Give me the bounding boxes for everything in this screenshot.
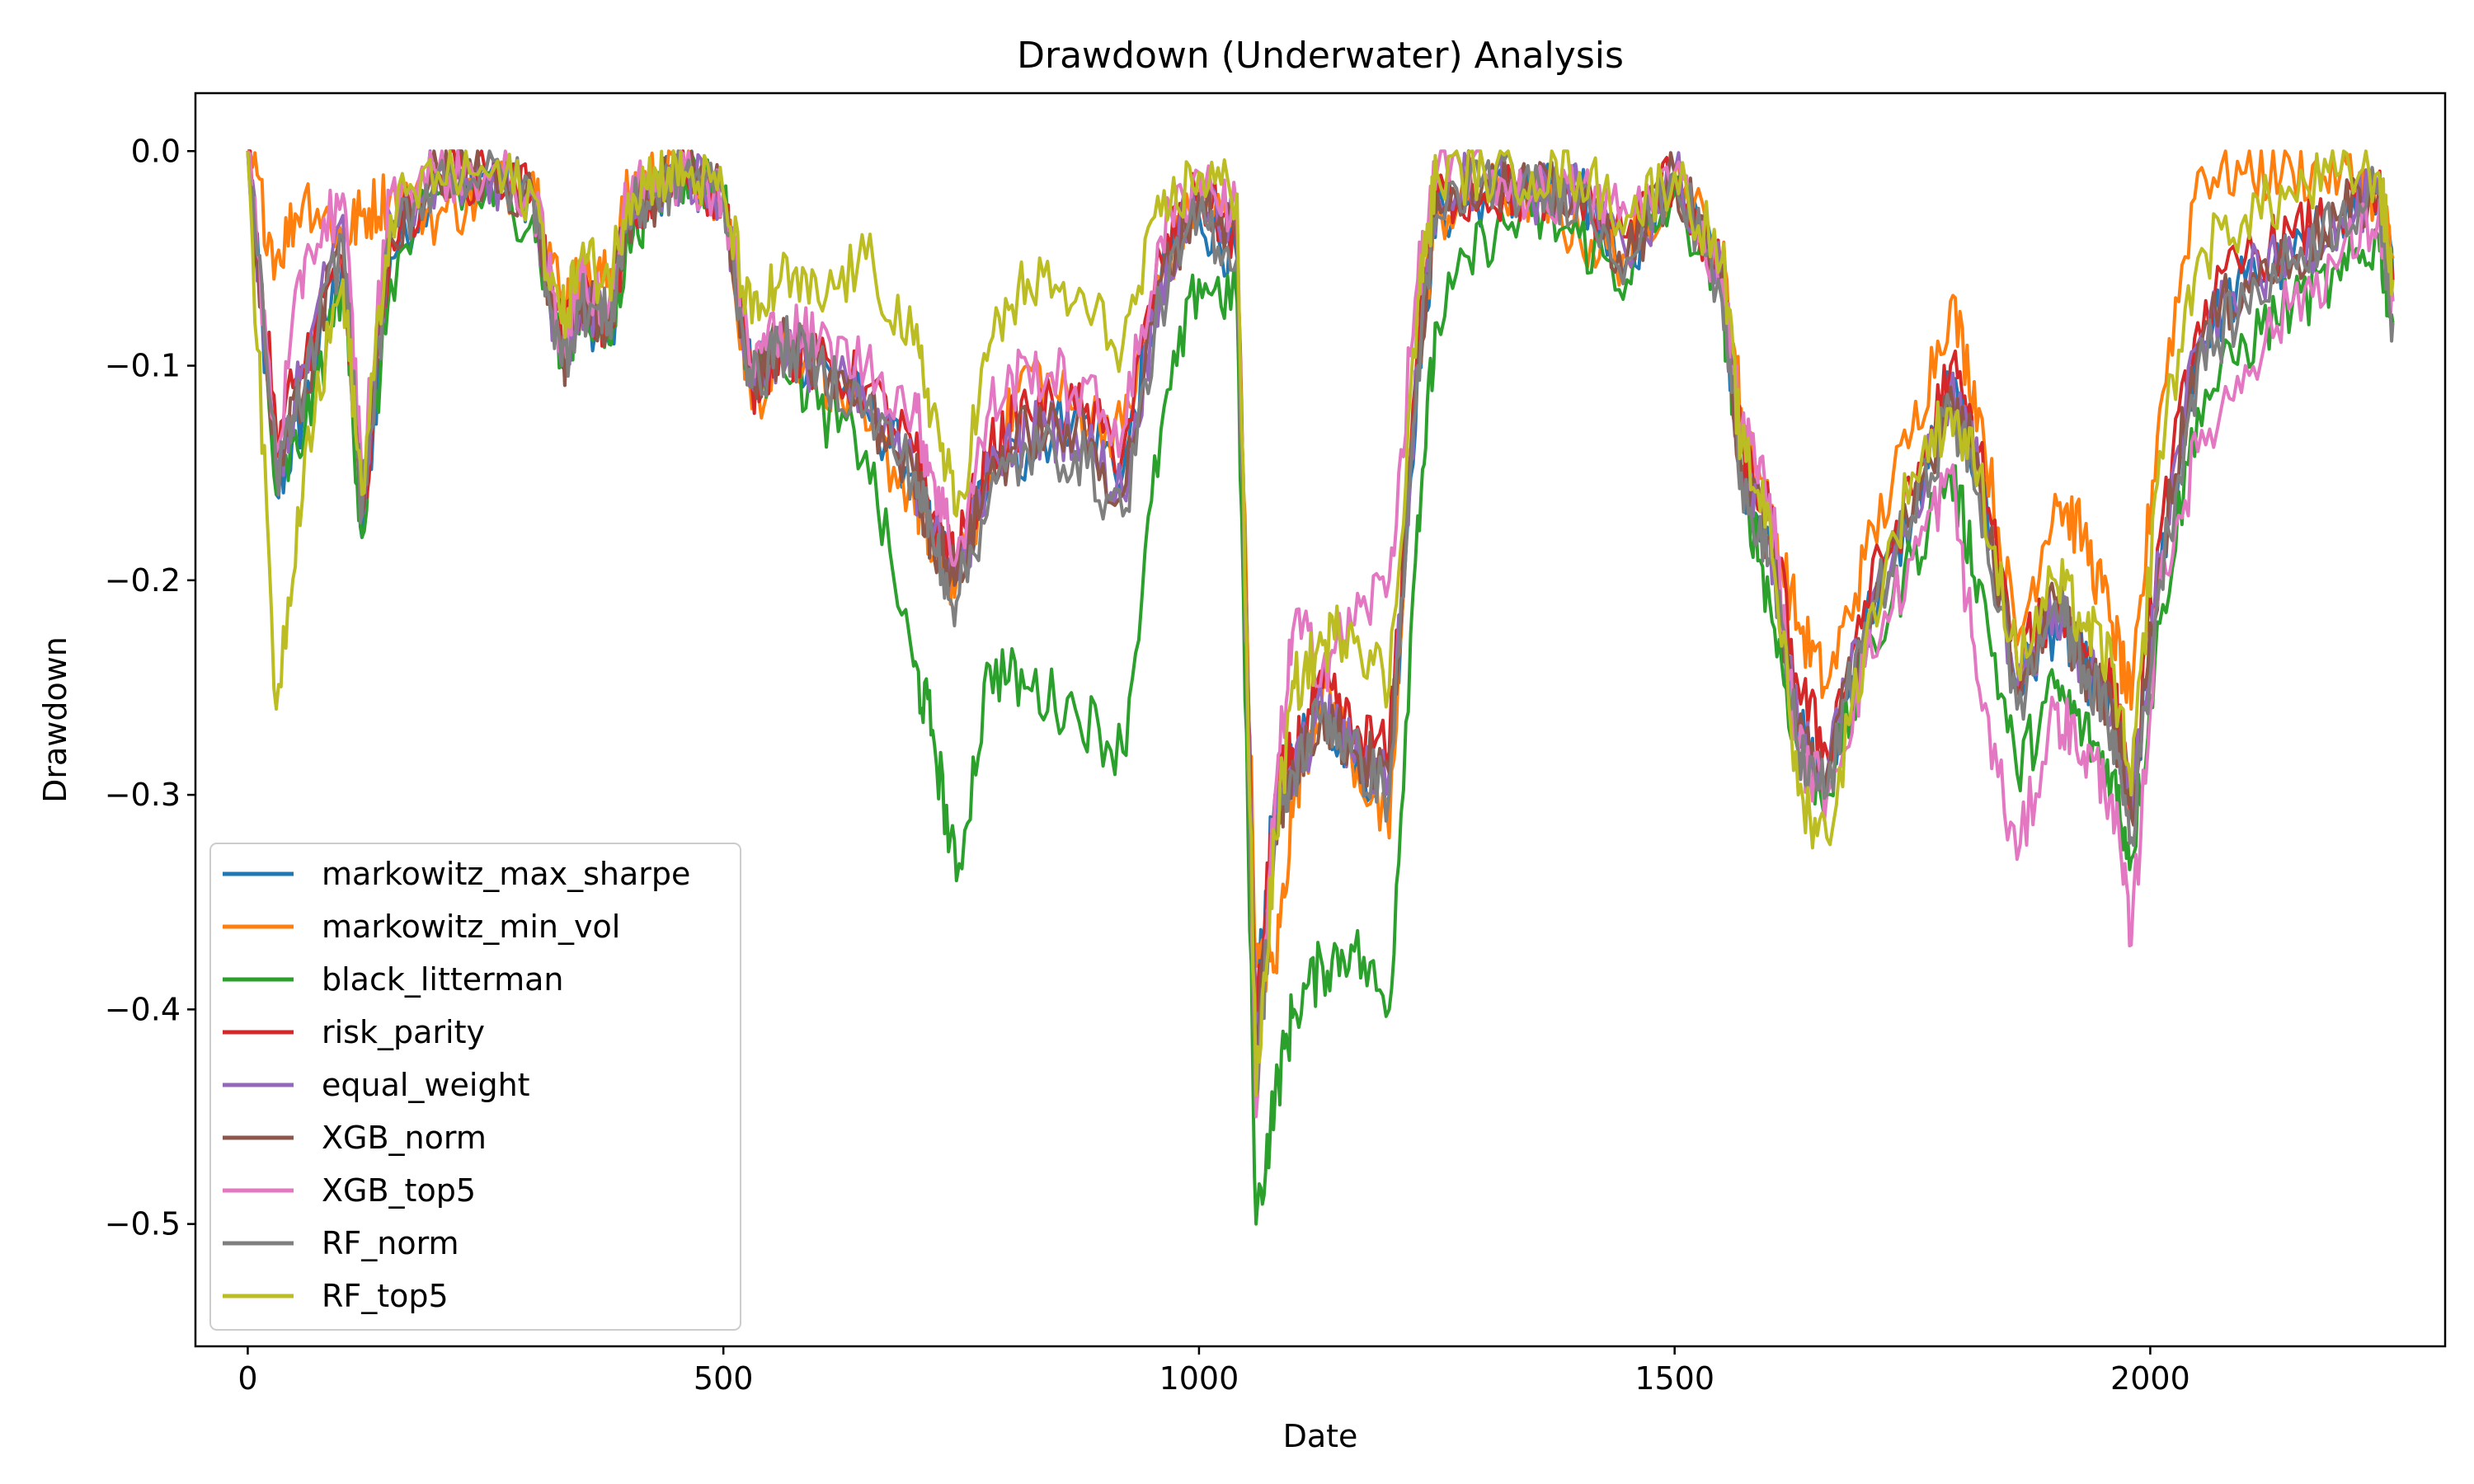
- y-axis-label: Drawdown: [37, 636, 73, 803]
- x-tick-label: 2000: [2110, 1360, 2190, 1397]
- y-axis: 0.0 −0.1 −0.2 −0.3 −0.4 −0.5: [105, 133, 195, 1242]
- legend: markowitz_max_sharpe markowitz_min_volbla…: [209, 843, 741, 1331]
- y-tick-label: −0.2: [105, 562, 181, 599]
- legend-label-RF_top5: RF_top5: [322, 1278, 449, 1314]
- x-tick-label: 1000: [1159, 1360, 1239, 1397]
- x-axis: 0 500 1000 1500 2000: [238, 1346, 2190, 1397]
- series-line-RF_top5: [246, 149, 2395, 1097]
- legend-label-markowitz_min_vol: markowitz_min_vol: [322, 909, 620, 945]
- x-tick-label: 500: [694, 1360, 754, 1397]
- legend-label-markowitz_max_sharpe: markowitz_max_sharpe: [322, 856, 690, 892]
- y-tick-label: −0.4: [105, 991, 181, 1027]
- legend-label-black_litterman: black_litterman: [322, 961, 564, 998]
- x-tick-label: 1500: [1634, 1360, 1714, 1397]
- y-tick-label: −0.5: [105, 1206, 181, 1242]
- legend-label-XGB_norm: XGB_norm: [322, 1120, 487, 1156]
- legend-box: [209, 843, 741, 1331]
- y-tick-label: −0.3: [105, 777, 181, 813]
- legend-label-XGB_top5: XGB_top5: [322, 1172, 476, 1209]
- x-tick-label: 0: [238, 1360, 257, 1397]
- x-axis-label: Date: [1283, 1418, 1358, 1454]
- y-tick-label: 0.0: [131, 133, 181, 169]
- chart-title: Drawdown (Underwater) Analysis: [1017, 35, 1624, 77]
- y-tick-label: −0.1: [105, 348, 181, 384]
- plot-frame: [194, 92, 2447, 1348]
- legend-label-risk_parity: risk_parity: [322, 1014, 485, 1050]
- plot-lines: [246, 149, 2395, 1226]
- legend-label-RF_norm: RF_norm: [322, 1225, 459, 1261]
- legend-label-equal_weight: equal_weight: [322, 1067, 530, 1103]
